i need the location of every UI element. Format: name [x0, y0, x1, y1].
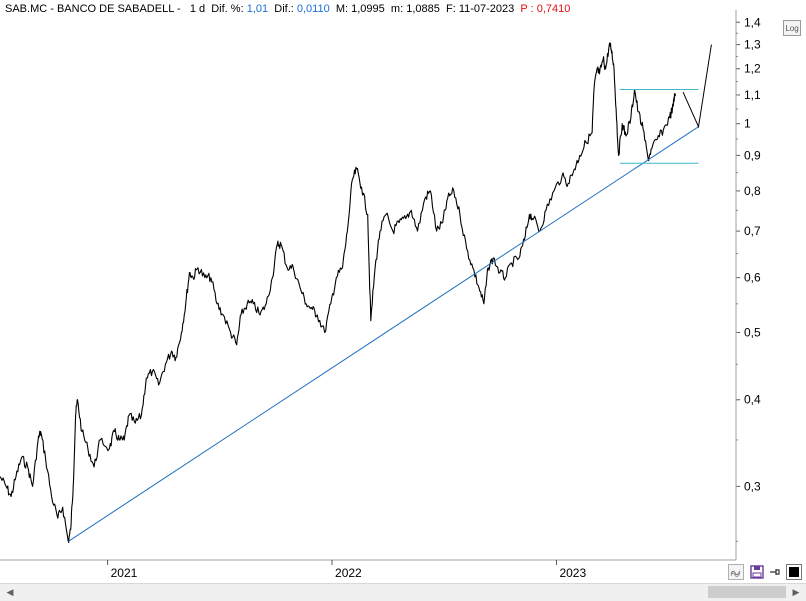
price-chart[interactable]: 0,3 0,4 0,5 0,6 0,7 0,8 0,9 1 1,1 1,2 1,3 1,4 2021 20…: [0, 0, 806, 583]
dif-pct-value: 1,01: [246, 3, 269, 15]
support-trendline: [68, 126, 699, 542]
x-tick-label: 2022: [335, 566, 362, 580]
p-value: 0,7410: [536, 3, 571, 15]
x-tick-label: 2021: [111, 566, 138, 580]
y-tick-label: 1,1: [744, 88, 761, 102]
y-tick-label: 0,3: [744, 479, 761, 493]
y-tick-label: 0,5: [744, 326, 761, 340]
chevron-left-icon[interactable]: ◀: [6, 587, 14, 597]
dif-label: Dif.:: [274, 3, 294, 15]
min-label: m:: [390, 3, 404, 15]
horizontal-scrollbar[interactable]: ◀ ▶: [0, 583, 806, 601]
y-tick-label: 1: [744, 117, 751, 131]
y-tick-label: 1,3: [744, 38, 761, 52]
date-value: 11-07-2023: [458, 3, 515, 15]
y-tick-label: 1,2: [744, 62, 761, 76]
pin-icon[interactable]: [767, 564, 783, 580]
y-tick-label: 0,4: [744, 393, 761, 407]
dif-pct-label: Dif. %:: [211, 3, 244, 15]
chevron-right-icon[interactable]: ▶: [792, 587, 800, 597]
x-tick-label: 2023: [559, 566, 586, 580]
y-tick-label: 0,7: [744, 224, 761, 238]
scrollbar-thumb[interactable]: [708, 586, 786, 598]
floppy-icon[interactable]: [749, 564, 765, 580]
interval-label: 1 d: [189, 3, 206, 15]
wave-icon[interactable]: [728, 564, 744, 580]
projection-line: [682, 44, 712, 129]
price-series-line: [0, 42, 677, 543]
date-label: F:: [445, 3, 456, 15]
y-tick-label: 0,9: [744, 148, 761, 162]
min-value: 1,0885: [406, 3, 440, 15]
max-label: M:: [335, 3, 349, 15]
chart-header: SAB.MC - BANCO DE SABADELL - 1 d Dif. %:…: [5, 3, 570, 15]
y-tick-label: 1,4: [744, 15, 761, 29]
dif-value: 0,0110: [296, 3, 330, 15]
y-tick-label: 0,8: [744, 184, 761, 198]
black-square-icon[interactable]: [786, 564, 802, 580]
y-tick-label: 0,6: [744, 271, 761, 285]
max-value: 1,0995: [351, 3, 385, 15]
symbol-name: SAB.MC - BANCO DE SABADELL -: [5, 3, 181, 15]
log-scale-button[interactable]: Log: [783, 20, 801, 36]
p-label: P :: [520, 3, 534, 15]
